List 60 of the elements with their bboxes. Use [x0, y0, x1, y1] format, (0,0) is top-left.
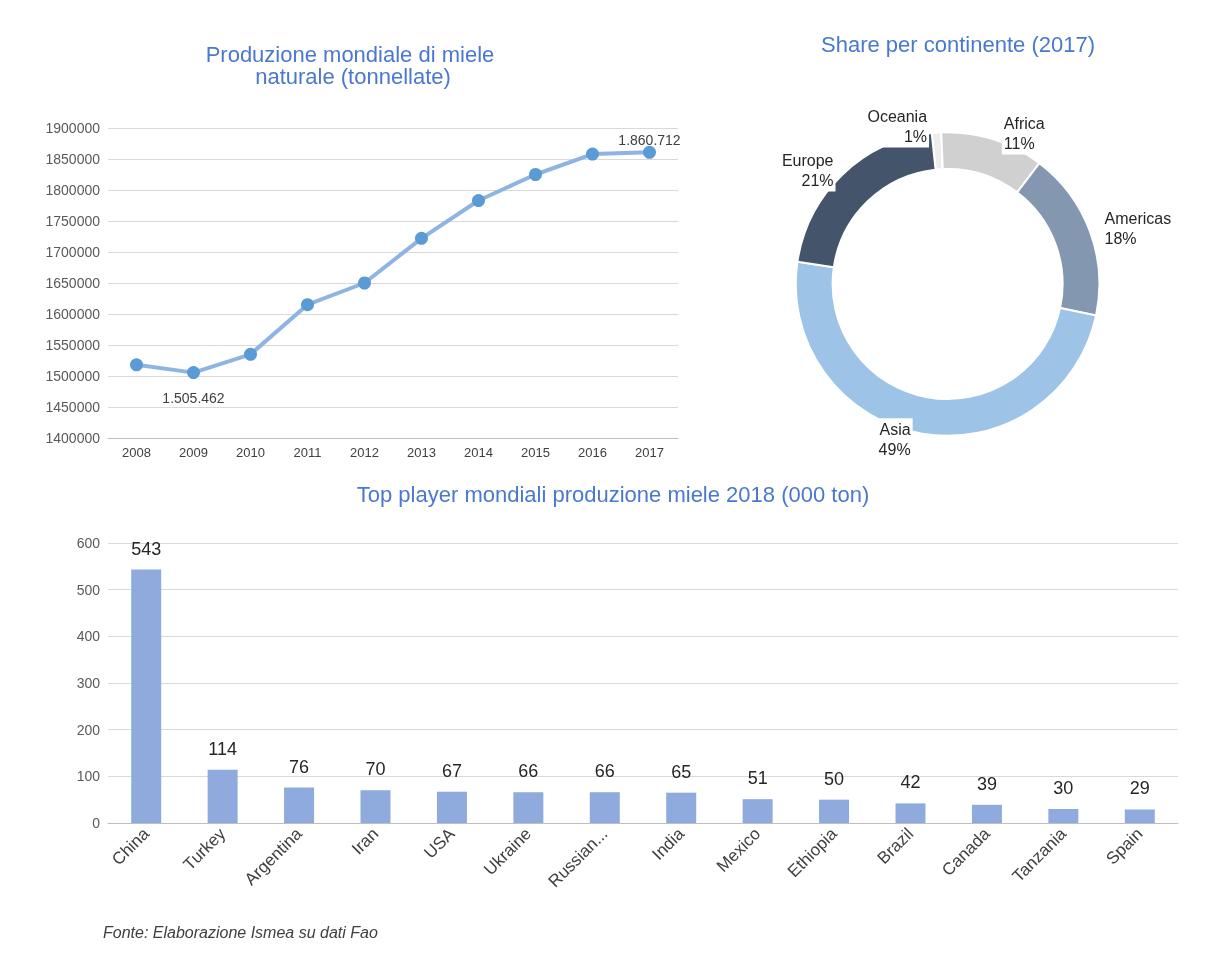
y-tick-label: 1800000	[45, 182, 101, 198]
x-tick-label: Iran	[348, 824, 383, 859]
y-tick-label: 600	[76, 535, 101, 551]
data-label: 1.505.462	[162, 390, 225, 407]
slice-label: Europe	[781, 152, 834, 170]
data-label: 1.860.712	[618, 131, 681, 148]
y-tick-label: 1600000	[45, 306, 101, 322]
y-tick-label: 400	[76, 628, 101, 645]
slice-label: Africa	[1003, 114, 1045, 132]
x-tick-label: 2010	[236, 445, 265, 460]
y-tick-label: 1550000	[45, 337, 101, 353]
x-tick-label: 2008	[122, 445, 151, 460]
data-label: 66	[594, 761, 615, 782]
data-label: 21%	[801, 172, 834, 190]
x-tick-label: 2017	[635, 445, 664, 460]
y-tick-label: 1500000	[45, 368, 101, 384]
data-label: 67	[441, 760, 462, 781]
data-label: 29	[1129, 778, 1150, 799]
x-tick-label: 2014	[464, 445, 493, 460]
chart-title: Share per continente (2017)	[821, 31, 1095, 57]
data-label: 65	[671, 761, 692, 782]
x-tick-label: 2011	[293, 445, 322, 460]
slice-label: Americas	[1104, 210, 1172, 228]
data-label: 1%	[903, 128, 928, 146]
data-label: 49%	[878, 440, 911, 458]
x-tick-label: 2013	[407, 445, 436, 460]
x-tick-label: 2009	[179, 445, 208, 460]
slice-label: Asia	[879, 420, 911, 438]
data-label: 543	[131, 538, 162, 559]
data-label: 11%	[1003, 134, 1035, 152]
y-tick-label: 1450000	[45, 399, 101, 415]
y-tick-label: 1900000	[45, 120, 101, 136]
x-tick-label: 2015	[521, 445, 550, 460]
data-label: 42	[900, 772, 921, 793]
y-tick-label: 1700000	[45, 244, 101, 260]
data-label: 18%	[1104, 230, 1137, 248]
y-tick-label: 300	[76, 675, 101, 691]
chart-title: Top player mondiali produzione miele 2018 (000 ton)	[356, 481, 870, 507]
data-label: 50	[824, 768, 845, 789]
chart-title: Produzione mondiale di miele naturale (tonnellate)	[205, 41, 501, 89]
y-tick-label: 500	[76, 581, 101, 598]
y-tick-label: 1400000	[45, 430, 101, 446]
slice-label: Oceania	[867, 108, 928, 126]
y-tick-label: 200	[76, 721, 101, 738]
data-label: 114	[208, 738, 237, 759]
y-tick-label: 100	[76, 768, 101, 785]
y-tick-label: 1750000	[45, 213, 101, 229]
x-tick-label: 2016	[578, 445, 607, 460]
y-tick-label: 0	[92, 815, 101, 831]
x-tick-label: 2012	[350, 445, 379, 460]
x-tick-label: USA	[420, 823, 460, 863]
y-tick-label: 1850000	[45, 151, 101, 167]
data-label: 76	[289, 756, 310, 777]
source-note: Fonte: Elaborazione Ismea su dati Fao	[103, 923, 378, 941]
data-label: 70	[365, 759, 386, 780]
data-label: 30	[1053, 778, 1074, 798]
data-label: 66	[518, 761, 539, 782]
data-label: 39	[976, 773, 997, 794]
y-tick-label: 1650000	[45, 275, 101, 291]
data-label: 51	[747, 768, 768, 789]
